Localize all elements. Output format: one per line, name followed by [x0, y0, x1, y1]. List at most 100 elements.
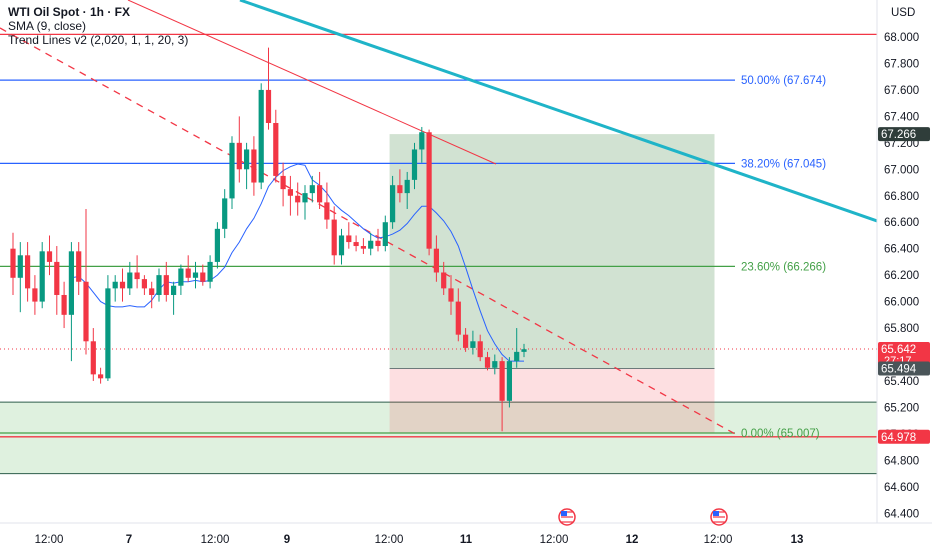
- candle-body[interactable]: [39, 251, 45, 302]
- candle-body[interactable]: [514, 351, 520, 362]
- y-tick-label: 65.200: [884, 402, 919, 414]
- candle-body[interactable]: [251, 149, 257, 183]
- trendlines-indicator-label[interactable]: Trend Lines v2 (2,020, 1, 1, 20, 3): [8, 33, 189, 47]
- y-tick-label: 66.800: [884, 191, 919, 203]
- candle-body[interactable]: [229, 142, 235, 199]
- candle-body[interactable]: [156, 275, 162, 295]
- candle-body[interactable]: [470, 341, 476, 348]
- candle-body[interactable]: [368, 240, 374, 249]
- candle-body[interactable]: [171, 285, 177, 295]
- candle-body[interactable]: [426, 132, 432, 249]
- candle-body[interactable]: [441, 272, 447, 289]
- candle-body[interactable]: [244, 149, 250, 170]
- candle-body[interactable]: [390, 185, 396, 223]
- candle-body[interactable]: [448, 288, 454, 302]
- candle-body[interactable]: [295, 195, 301, 203]
- candle-body[interactable]: [397, 185, 403, 194]
- chart-legend: WTI Oil Spot · 1h · FX SMA (9, close) Tr…: [8, 5, 188, 47]
- candle-body[interactable]: [185, 268, 191, 278]
- candle-body[interactable]: [338, 235, 345, 256]
- y-tick-label: 66.000: [884, 297, 919, 309]
- candle-body[interactable]: [411, 149, 418, 180]
- candle-body[interactable]: [112, 281, 118, 289]
- candle-body[interactable]: [46, 251, 53, 262]
- candle-body[interactable]: [375, 240, 381, 247]
- us-flag-icon[interactable]: [710, 508, 728, 526]
- candle-body[interactable]: [98, 374, 104, 379]
- candle-body[interactable]: [17, 255, 23, 278]
- dashed-trendline[interactable]: [0, 27, 736, 435]
- candle-body[interactable]: [141, 279, 147, 289]
- candle-body[interactable]: [404, 179, 410, 194]
- candle-body[interactable]: [331, 219, 337, 256]
- candle-body[interactable]: [127, 272, 133, 289]
- candle-body[interactable]: [236, 142, 242, 170]
- candle-body[interactable]: [302, 193, 308, 203]
- candle-body[interactable]: [200, 272, 206, 282]
- candle-body[interactable]: [477, 341, 483, 358]
- candle-body[interactable]: [149, 288, 155, 295]
- candle-body[interactable]: [506, 361, 512, 401]
- candle-body[interactable]: [119, 281, 126, 289]
- candle-body[interactable]: [178, 268, 184, 286]
- candle-body[interactable]: [192, 272, 199, 278]
- support-zone: [0, 402, 877, 474]
- x-tick-label: 12:00: [540, 534, 569, 546]
- candle-body[interactable]: [90, 341, 96, 375]
- candle-body[interactable]: [484, 357, 491, 368]
- candle-body[interactable]: [492, 361, 498, 368]
- candle-body[interactable]: [61, 294, 67, 315]
- candle-body[interactable]: [360, 246, 366, 249]
- resistance-trendline[interactable]: [127, 0, 497, 165]
- candle-body[interactable]: [54, 261, 60, 295]
- candle-body[interactable]: [32, 288, 38, 302]
- sma-line[interactable]: [71, 163, 524, 362]
- position-profit-zone[interactable]: [389, 134, 715, 369]
- candle-body[interactable]: [134, 272, 140, 280]
- candle-body[interactable]: [76, 251, 82, 282]
- candle-body[interactable]: [346, 235, 352, 243]
- y-tick-label: 64.800: [884, 455, 919, 467]
- candle-body[interactable]: [105, 288, 111, 379]
- symbol-title[interactable]: WTI Oil Spot · 1h · FX: [8, 5, 130, 19]
- fib-level-label: 23.60% (66.266): [741, 261, 826, 273]
- candle-body[interactable]: [499, 361, 505, 401]
- candle-body[interactable]: [207, 261, 213, 282]
- fib-level-label: 50.00% (67.674): [741, 75, 826, 87]
- candle-body[interactable]: [83, 281, 89, 342]
- position-loss-zone[interactable]: [389, 368, 715, 433]
- x-tick-label: 12: [626, 534, 639, 546]
- candle-body[interactable]: [10, 248, 16, 278]
- candle-body[interactable]: [265, 89, 272, 123]
- candle-body[interactable]: [455, 301, 461, 335]
- candle-body[interactable]: [163, 275, 169, 295]
- candle-body[interactable]: [222, 198, 228, 229]
- candle-body[interactable]: [25, 255, 31, 289]
- candle-body[interactable]: [433, 248, 439, 273]
- candle-body[interactable]: [68, 251, 74, 315]
- candle-body[interactable]: [521, 349, 527, 352]
- y-tick-label: 67.600: [884, 85, 919, 97]
- candle-body[interactable]: [287, 189, 293, 196]
- candle-body[interactable]: [214, 228, 220, 262]
- y-tick-label: 68.000: [884, 32, 919, 44]
- currency-label[interactable]: USD: [891, 7, 915, 19]
- price-axis[interactable]: [877, 0, 932, 550]
- x-tick-label: 7: [126, 534, 132, 546]
- us-flag-icon[interactable]: [558, 508, 576, 526]
- sma-indicator-label[interactable]: SMA (9, close): [8, 19, 87, 33]
- candle-body[interactable]: [258, 89, 264, 183]
- candle-body[interactable]: [273, 122, 279, 176]
- candle-body[interactable]: [309, 185, 315, 194]
- candle-body[interactable]: [353, 242, 359, 247]
- candle-body[interactable]: [280, 175, 286, 190]
- teal-trendline[interactable]: [239, 0, 878, 223]
- candle-body[interactable]: [419, 132, 425, 150]
- candle-body[interactable]: [324, 202, 330, 220]
- candle-body[interactable]: [317, 185, 323, 203]
- candle-body[interactable]: [382, 222, 388, 247]
- candle-body[interactable]: [463, 334, 469, 348]
